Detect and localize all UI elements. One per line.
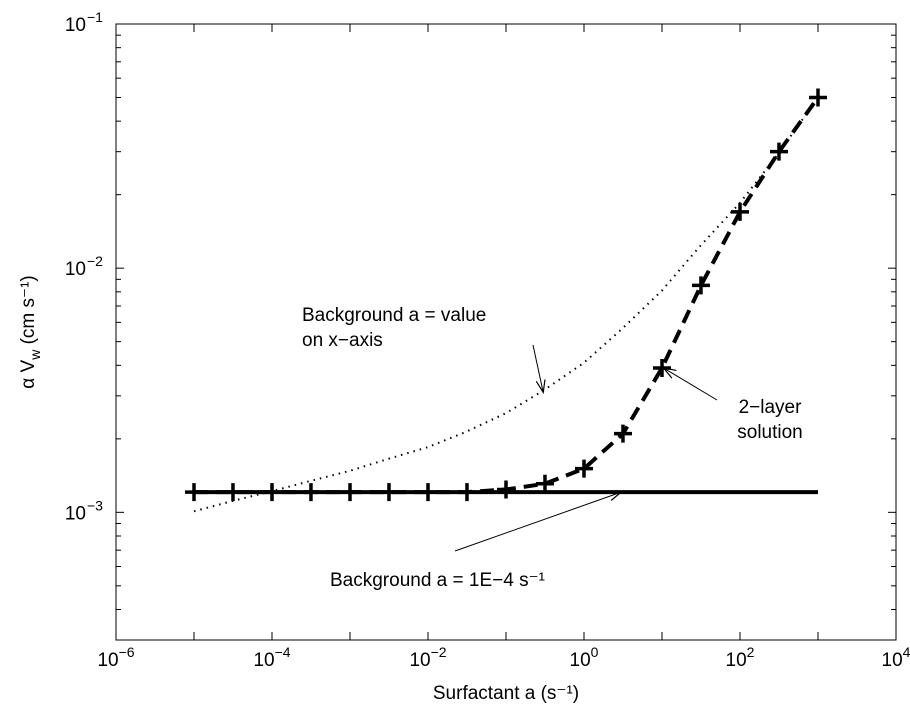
x-tick-label: 104 (882, 644, 910, 671)
plus-marker (223, 483, 242, 502)
plus-marker (575, 459, 593, 478)
x-tick-label: 102 (726, 644, 755, 671)
plus-marker (457, 483, 476, 502)
plus-marker (379, 483, 398, 502)
annotation-label: Background a = 1E−4 s⁻¹ (330, 570, 545, 591)
plus-marker (653, 359, 671, 378)
plus-marker (301, 483, 320, 502)
x-axis-label: Surfactant a (s⁻¹) (433, 683, 579, 704)
annotation-arrowhead (662, 367, 677, 379)
plus-marker (263, 483, 281, 502)
plus-marker (809, 88, 827, 107)
annotation-arrowhead (535, 379, 546, 395)
axes-frame (115, 23, 897, 641)
plus-marker (731, 202, 749, 221)
annotation-arrowhead (608, 491, 623, 501)
x-tick-label: 100 (570, 644, 599, 671)
series-dashed-line (194, 96, 820, 495)
x-tick-label: 10−4 (253, 644, 290, 671)
x-tick-label: 10−2 (409, 644, 446, 671)
series-dotted-line (193, 96, 819, 513)
y-tick-label: 10−3 (65, 497, 103, 524)
y-tick-label: 10−1 (65, 9, 103, 36)
x-tick-label: 10−6 (97, 644, 134, 671)
annotation-arrow (532, 344, 544, 393)
plus-marker (691, 276, 710, 295)
annotation-label: Background a = value on x−axis (302, 305, 486, 351)
plus-marker (419, 483, 437, 502)
plus-marker (341, 483, 359, 502)
annotation-arrow (663, 367, 718, 401)
plus-marker (497, 480, 515, 499)
annotation-arrow (454, 491, 622, 552)
y-tick-label: 10−2 (65, 253, 103, 280)
plus-marker (613, 424, 632, 443)
annotation-label: 2−layer solution (737, 397, 803, 443)
plus-marker (185, 483, 203, 502)
plus-marker (769, 142, 788, 161)
y-axis-label: α Vw (cm s⁻¹) (18, 275, 43, 388)
plus-marker (535, 474, 554, 493)
